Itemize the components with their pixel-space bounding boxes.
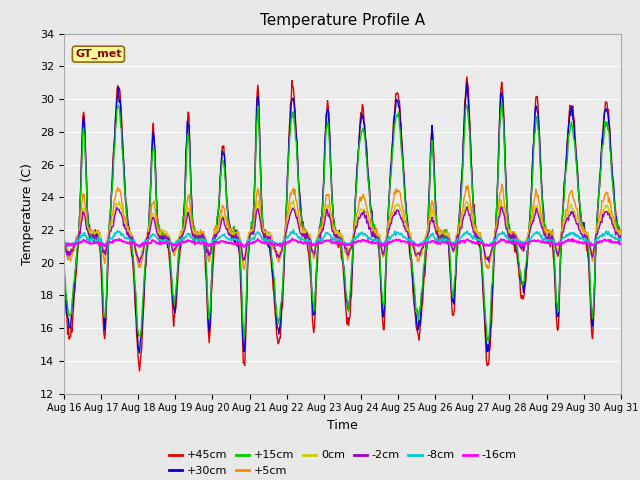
Y-axis label: Temperature (C): Temperature (C) bbox=[22, 163, 35, 264]
Title: Temperature Profile A: Temperature Profile A bbox=[260, 13, 425, 28]
X-axis label: Time: Time bbox=[327, 419, 358, 432]
Legend: +45cm, +30cm, +15cm, +5cm, 0cm, -2cm, -8cm, -16cm: +45cm, +30cm, +15cm, +5cm, 0cm, -2cm, -8… bbox=[164, 446, 520, 480]
Text: GT_met: GT_met bbox=[75, 49, 122, 59]
